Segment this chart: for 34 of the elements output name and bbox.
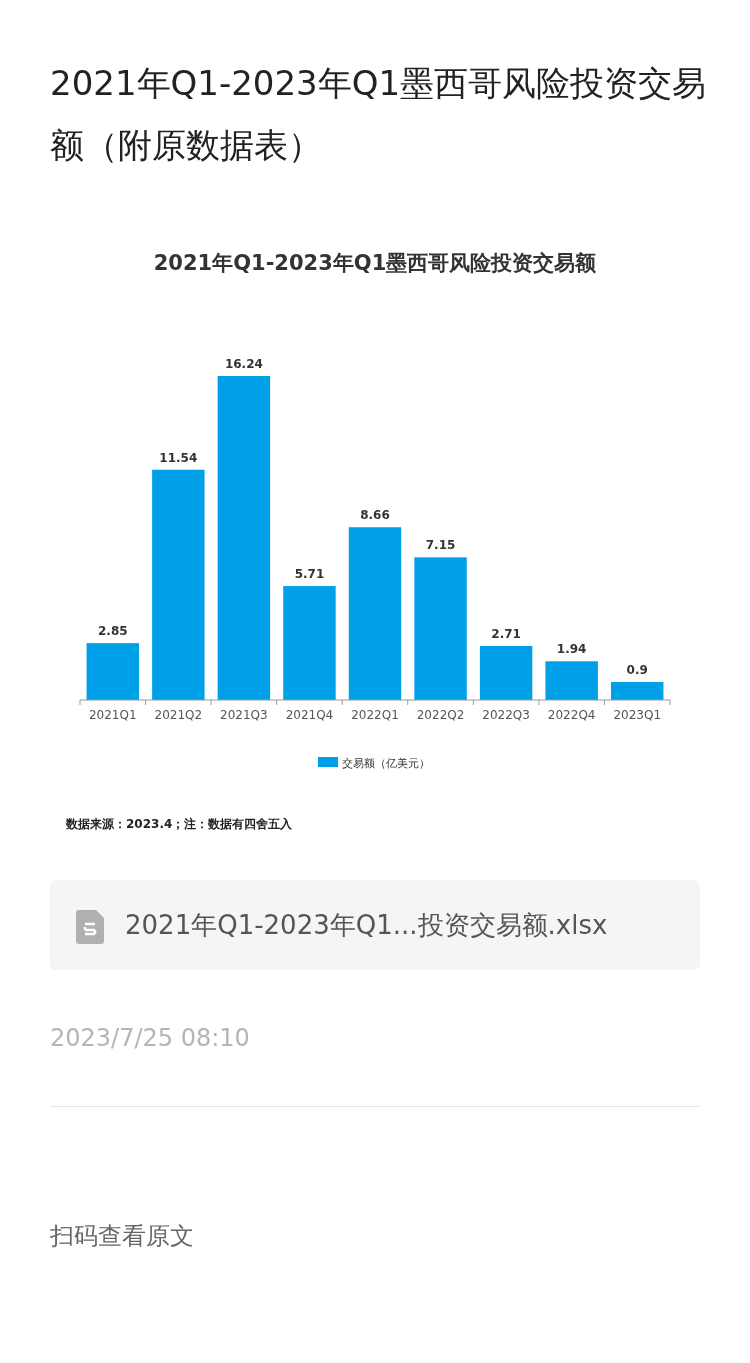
data-label: 2.71 (491, 626, 521, 641)
data-label: 11.54 (159, 450, 198, 465)
data-label: 7.15 (425, 538, 456, 553)
bar (217, 376, 271, 700)
bar (545, 661, 598, 700)
data-label: 8.66 (360, 508, 390, 523)
source-note: 数据来源：2023.4；注：数据有四舍五入 (66, 816, 293, 833)
bar (283, 586, 336, 700)
x-tick-label: 2021Q3 (220, 708, 268, 722)
data-label: 2.85 (97, 624, 128, 639)
x-tick-label: 2021Q2 (154, 708, 203, 722)
x-tick-label: 2023Q1 (613, 708, 662, 722)
data-label: 0.9 (626, 663, 648, 678)
text: 2021年Q1-2023年Q1...投资交易额.xlsx (125, 909, 608, 942)
data-label: 1.94 (556, 642, 587, 657)
legend-label: 交易额（亿美元） (342, 757, 430, 770)
bar (348, 527, 402, 700)
data-label: 16.24 (224, 357, 263, 371)
chart-subtitle: 2021年Q1-2023年Q1墨西哥风险投资交易额 (153, 251, 598, 275)
bar (414, 557, 467, 700)
x-tick-label: 2022Q3 (482, 708, 530, 722)
x-tick-label: 2022Q4 (547, 708, 596, 722)
bar (152, 469, 205, 700)
chart-title: 2021年Q1-2023年Q1墨西哥风险投资交易额（附原数据表） (50, 62, 708, 167)
bar (479, 645, 533, 700)
x-tick-label: 2022Q2 (416, 708, 465, 722)
text: 扫码查看原文 (50, 1221, 194, 1252)
x-tick-label: 2021Q1 (88, 708, 137, 722)
text: 2023/7/25 08:10 (50, 1024, 250, 1052)
data-label: 5.71 (294, 567, 325, 582)
bar (611, 682, 664, 700)
x-tick-label: 2022Q1 (351, 708, 399, 722)
bar (86, 643, 139, 700)
x-tick-label: 2021Q4 (285, 708, 334, 722)
